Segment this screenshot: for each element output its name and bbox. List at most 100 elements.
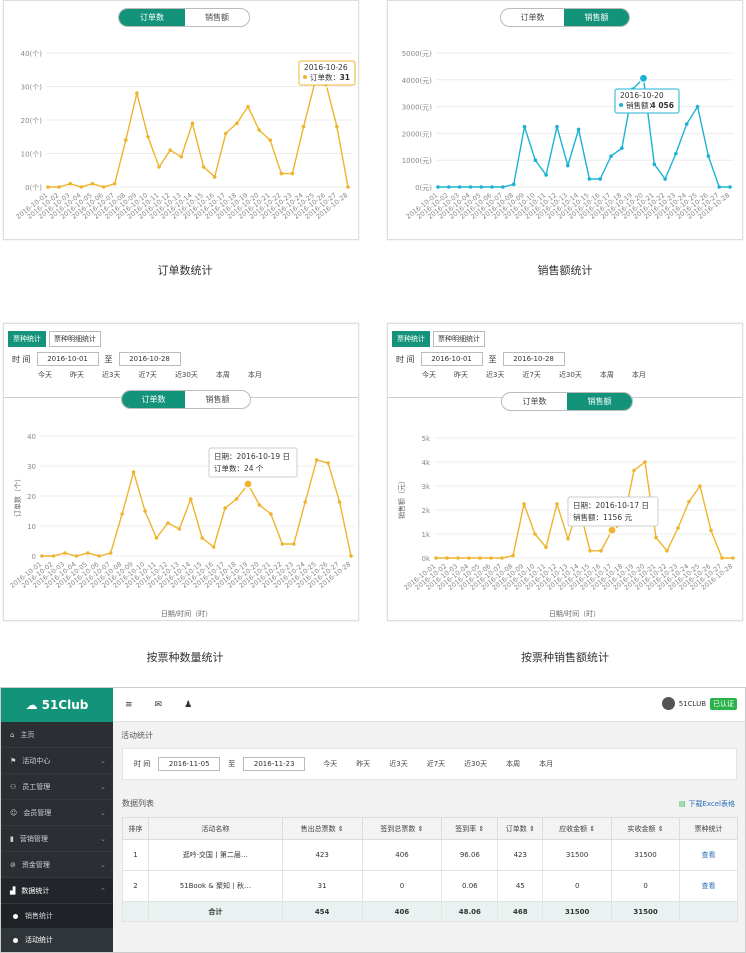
logo-text: 51Club: [41, 698, 89, 712]
quick-today[interactable]: 今天: [38, 371, 52, 379]
data-point: [269, 512, 273, 516]
view-link[interactable]: 查看: [679, 839, 738, 871]
data-point: [434, 556, 438, 560]
data-point: [301, 124, 306, 129]
data-point: [511, 182, 516, 187]
quick-yesterday[interactable]: 昨天: [70, 371, 84, 379]
to-label: 至: [488, 354, 497, 364]
sidebar-item-statistics[interactable]: ▟ 数据统计 ⌃: [1, 878, 113, 904]
quick-30days[interactable]: 近30天: [464, 760, 488, 768]
sidebar-item-home[interactable]: ⌂ 主页: [1, 722, 113, 748]
sidebar-item-marketing[interactable]: ▮ 营销管理 ⌄: [1, 826, 113, 852]
sidebar-item-label: 活动中心: [22, 756, 51, 765]
data-point: [166, 521, 170, 525]
chart-toggle[interactable]: 订单数 销售额: [501, 392, 633, 411]
data-point: [663, 177, 667, 181]
sidebar-item-label: 主页: [20, 730, 35, 739]
table-total-row: 合计 454 406 48.06 468 31500 31500: [122, 901, 738, 922]
menu-icon[interactable]: ≡: [125, 699, 133, 710]
tab-sales[interactable]: 销售额: [564, 9, 629, 26]
data-point: [168, 148, 173, 152]
tab-orders[interactable]: 订单数: [119, 9, 185, 26]
sidebar-item-funds[interactable]: ⊘ 资金管理 ⌄: [1, 852, 113, 878]
data-point: [154, 536, 159, 540]
date-to-input[interactable]: 2016-11-23: [243, 757, 306, 771]
quick-3days[interactable]: 近3天: [102, 371, 121, 379]
quick-30days[interactable]: 近30天: [558, 371, 582, 379]
series-line: [438, 76, 730, 188]
col-receivable[interactable]: 应收金额 ⇕: [542, 817, 613, 840]
tab-orders[interactable]: 订单数: [522, 397, 547, 406]
tooltip-box: [567, 496, 659, 527]
quick-7days[interactable]: 近7天: [138, 371, 157, 379]
quick-7days[interactable]: 近7天: [426, 760, 446, 768]
data-point: [706, 154, 711, 158]
sidebar-item-staff[interactable]: ⚇ 员工管理 ⌄: [1, 774, 113, 800]
y-tick-label: 5000(元): [402, 50, 433, 58]
download-excel-link[interactable]: ▤ 下载Excel表格: [679, 799, 735, 809]
quick-week[interactable]: 本周: [506, 760, 521, 768]
date-to-input[interactable]: 2016-10-28: [502, 352, 565, 366]
quick-week[interactable]: 本周: [215, 371, 230, 379]
quick-today[interactable]: 今天: [323, 760, 338, 768]
tab-ticket-stats[interactable]: 票种统计: [8, 331, 46, 347]
bell-icon[interactable]: ♟: [184, 699, 193, 710]
quick-30days[interactable]: 近30天: [174, 371, 198, 379]
date-from-input[interactable]: 2016-10-01: [420, 352, 483, 366]
data-point: [68, 181, 73, 186]
chart-caption: 按票种数量统计: [146, 651, 224, 664]
x-axis-title: 日期/时间（时）: [549, 609, 600, 618]
series-line: [48, 82, 349, 188]
cell: 406: [361, 901, 443, 922]
quick-yesterday[interactable]: 昨天: [356, 760, 371, 768]
quick-yesterday[interactable]: 昨天: [454, 371, 468, 379]
submenu-event-stats[interactable]: 活动统计: [1, 928, 113, 952]
view-link[interactable]: 查看: [679, 870, 738, 902]
bar-icon: ▮: [10, 834, 14, 843]
quick-month[interactable]: 本月: [247, 371, 262, 379]
quick-today[interactable]: 今天: [422, 371, 436, 379]
tab-ticket-stats[interactable]: 票种统计: [392, 331, 430, 347]
data-point: [457, 185, 462, 189]
chart-toggle[interactable]: 订单数 销售额: [500, 8, 630, 27]
tab-sales[interactable]: 销售额: [205, 13, 229, 22]
col-orders[interactable]: 订单数 ⇕: [497, 817, 544, 840]
date-from-input[interactable]: 2016-11-05: [158, 757, 221, 771]
sidebar-item-members[interactable]: ☺ 会员管理 ⌄: [1, 800, 113, 826]
col-checkin[interactable]: 签到总票数 ⇕: [361, 817, 443, 840]
data-point: [346, 185, 350, 189]
chart-toggle[interactable]: 订单数 销售额: [118, 8, 250, 27]
quick-3days[interactable]: 近3天: [486, 371, 505, 379]
tab-ticket-detail[interactable]: 票种明细统计: [433, 331, 485, 347]
col-received[interactable]: 实收金额 ⇕: [611, 817, 681, 840]
sidebar-item-events[interactable]: ⚑ 活动中心 ⌄: [1, 748, 113, 774]
mail-icon[interactable]: ✉: [154, 699, 163, 710]
date-from-input[interactable]: 2016-10-01: [36, 352, 99, 366]
submenu-sales-stats[interactable]: 销售统计: [1, 904, 113, 928]
col-sold[interactable]: 售出总票数 ⇕: [281, 817, 363, 840]
col-rank: 排序: [122, 817, 149, 840]
quick-month[interactable]: 本月: [539, 760, 554, 768]
quick-3days[interactable]: 近3天: [389, 760, 408, 768]
tab-orders[interactable]: 订单数: [122, 391, 186, 408]
tab-sales[interactable]: 销售额: [205, 395, 230, 404]
logo[interactable]: ☁ 51Club: [1, 688, 113, 722]
data-point: [246, 104, 250, 109]
chart-toggle[interactable]: 订单数 销售额: [121, 390, 251, 409]
sidebar-item-label: 资金管理: [21, 860, 50, 869]
ticket-sales-chart: 0k1k2k3k4k5k2016-10-012016-10-022016-10-…: [397, 435, 737, 618]
col-rate[interactable]: 签到率 ⇕: [441, 817, 499, 840]
data-point: [500, 556, 504, 560]
quick-week[interactable]: 本周: [599, 371, 614, 379]
date-to-input[interactable]: 2016-10-28: [118, 352, 181, 366]
cell: 31: [281, 870, 363, 902]
tooltip-marker: [303, 75, 307, 79]
user-menu[interactable]: 51CLUB 已认证: [661, 697, 737, 710]
tab-sales[interactable]: 销售额: [567, 393, 632, 410]
tab-ticket-detail[interactable]: 票种明细统计: [49, 331, 101, 347]
quick-7days[interactable]: 近7天: [522, 371, 541, 379]
quick-month[interactable]: 本月: [631, 371, 646, 379]
tab-orders[interactable]: 订单数: [520, 13, 545, 22]
col-event-name: 活动名称: [147, 817, 283, 840]
data-point: [456, 556, 460, 560]
